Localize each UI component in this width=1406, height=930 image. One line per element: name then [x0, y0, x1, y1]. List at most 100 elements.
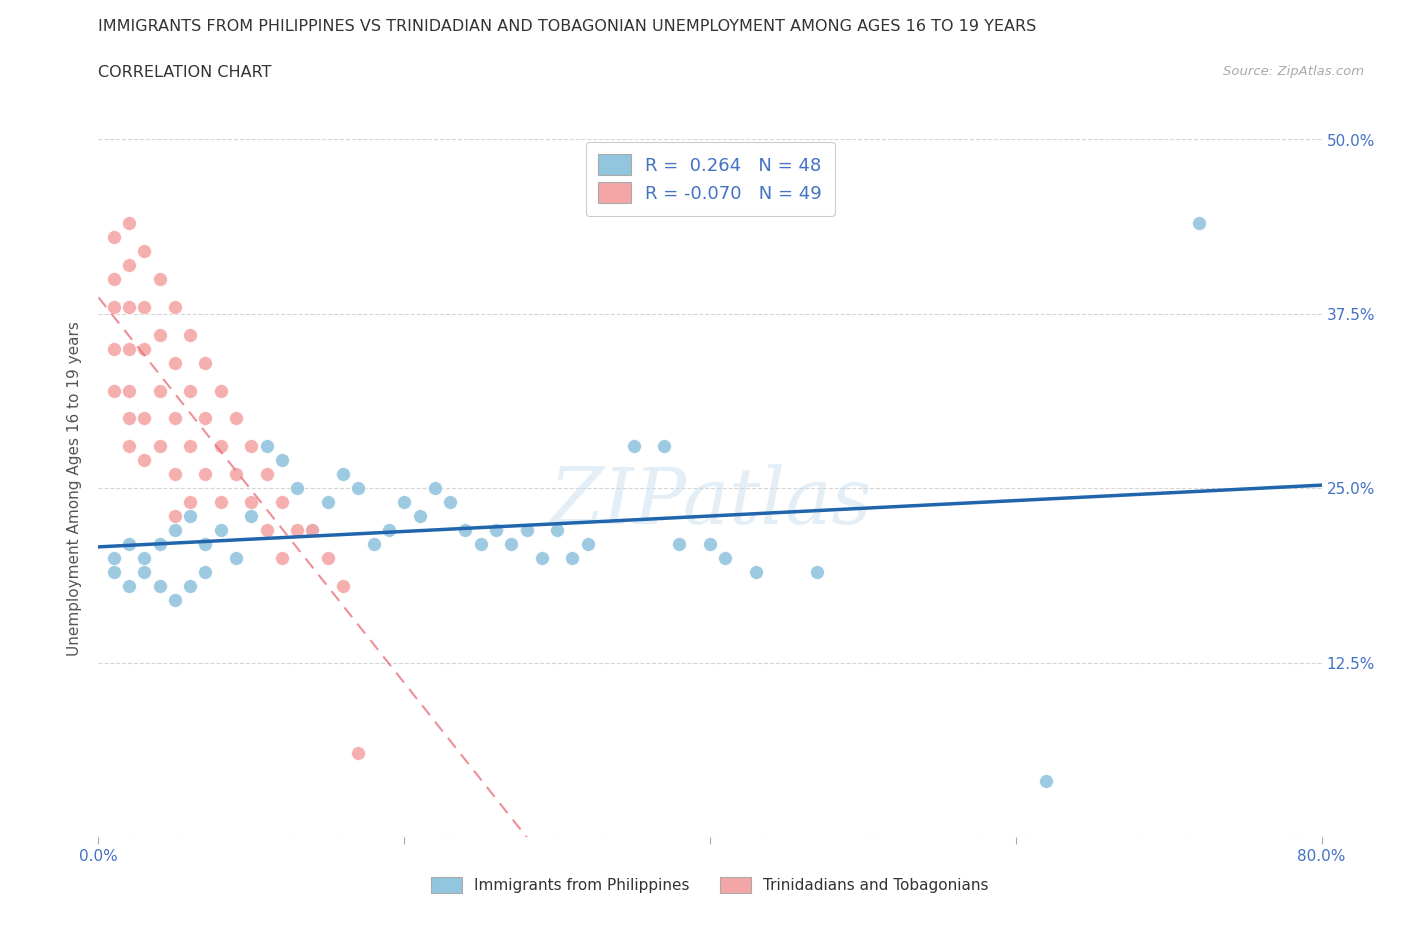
- Point: [103, 341, 125, 356]
- Point: [454, 523, 477, 538]
- Point: [149, 272, 172, 286]
- Point: [240, 495, 263, 510]
- Point: [652, 439, 675, 454]
- Point: [149, 383, 172, 398]
- Point: [103, 565, 125, 579]
- Point: [485, 523, 508, 538]
- Point: [134, 299, 156, 314]
- Point: [209, 383, 232, 398]
- Point: [225, 411, 247, 426]
- Point: [363, 537, 385, 551]
- Point: [301, 523, 323, 538]
- Point: [576, 537, 599, 551]
- Point: [163, 592, 186, 607]
- Point: [209, 495, 232, 510]
- Point: [209, 439, 232, 454]
- Point: [134, 341, 156, 356]
- Point: [516, 523, 538, 538]
- Point: [118, 578, 141, 593]
- Point: [392, 495, 416, 510]
- Point: [103, 272, 125, 286]
- Point: [179, 509, 201, 524]
- Point: [256, 467, 278, 482]
- Point: [103, 551, 125, 565]
- Point: [256, 439, 278, 454]
- Point: [668, 537, 690, 551]
- Point: [1035, 774, 1057, 789]
- Point: [118, 411, 141, 426]
- Point: [225, 551, 247, 565]
- Point: [699, 537, 721, 551]
- Point: [149, 537, 172, 551]
- Point: [103, 230, 125, 245]
- Point: [163, 355, 186, 370]
- Point: [530, 551, 553, 565]
- Text: IMMIGRANTS FROM PHILIPPINES VS TRINIDADIAN AND TOBAGONIAN UNEMPLOYMENT AMONG AGE: IMMIGRANTS FROM PHILIPPINES VS TRINIDADI…: [98, 19, 1036, 33]
- Point: [179, 439, 201, 454]
- Point: [285, 523, 308, 538]
- Point: [270, 495, 292, 510]
- Text: ZIPatlas: ZIPatlas: [548, 464, 872, 540]
- Point: [103, 299, 125, 314]
- Point: [423, 481, 446, 496]
- Point: [163, 523, 186, 538]
- Point: [806, 565, 828, 579]
- Point: [301, 523, 323, 538]
- Point: [561, 551, 583, 565]
- Point: [501, 537, 523, 551]
- Point: [163, 509, 186, 524]
- Point: [745, 565, 768, 579]
- Point: [240, 439, 263, 454]
- Point: [194, 537, 217, 551]
- Point: [118, 537, 141, 551]
- Point: [194, 565, 217, 579]
- Point: [347, 481, 370, 496]
- Point: [194, 467, 217, 482]
- Point: [134, 565, 156, 579]
- Point: [163, 299, 186, 314]
- Point: [118, 341, 141, 356]
- Point: [118, 299, 141, 314]
- Point: [1188, 216, 1211, 231]
- Point: [179, 383, 201, 398]
- Point: [316, 551, 339, 565]
- Point: [623, 439, 645, 454]
- Point: [256, 523, 278, 538]
- Point: [714, 551, 737, 565]
- Point: [179, 495, 201, 510]
- Point: [470, 537, 492, 551]
- Point: [118, 383, 141, 398]
- Point: [179, 327, 201, 342]
- Point: [179, 578, 201, 593]
- Point: [408, 509, 430, 524]
- Point: [285, 481, 308, 496]
- Point: [149, 578, 172, 593]
- Point: [194, 355, 217, 370]
- Point: [332, 467, 354, 482]
- Point: [149, 439, 172, 454]
- Point: [134, 551, 156, 565]
- Point: [270, 453, 292, 468]
- Y-axis label: Unemployment Among Ages 16 to 19 years: Unemployment Among Ages 16 to 19 years: [67, 321, 83, 656]
- Point: [103, 383, 125, 398]
- Point: [546, 523, 568, 538]
- Legend: Immigrants from Philippines, Trinidadians and Tobagonians: Immigrants from Philippines, Trinidadian…: [426, 870, 994, 899]
- Point: [134, 411, 156, 426]
- Point: [347, 746, 370, 761]
- Point: [378, 523, 401, 538]
- Point: [332, 578, 354, 593]
- Point: [163, 411, 186, 426]
- Point: [134, 453, 156, 468]
- Text: CORRELATION CHART: CORRELATION CHART: [98, 65, 271, 80]
- Point: [118, 216, 141, 231]
- Point: [209, 523, 232, 538]
- Point: [134, 244, 156, 259]
- Point: [194, 411, 217, 426]
- Point: [163, 467, 186, 482]
- Point: [149, 327, 172, 342]
- Point: [316, 495, 339, 510]
- Point: [270, 551, 292, 565]
- Point: [118, 258, 141, 272]
- Point: [118, 439, 141, 454]
- Point: [439, 495, 461, 510]
